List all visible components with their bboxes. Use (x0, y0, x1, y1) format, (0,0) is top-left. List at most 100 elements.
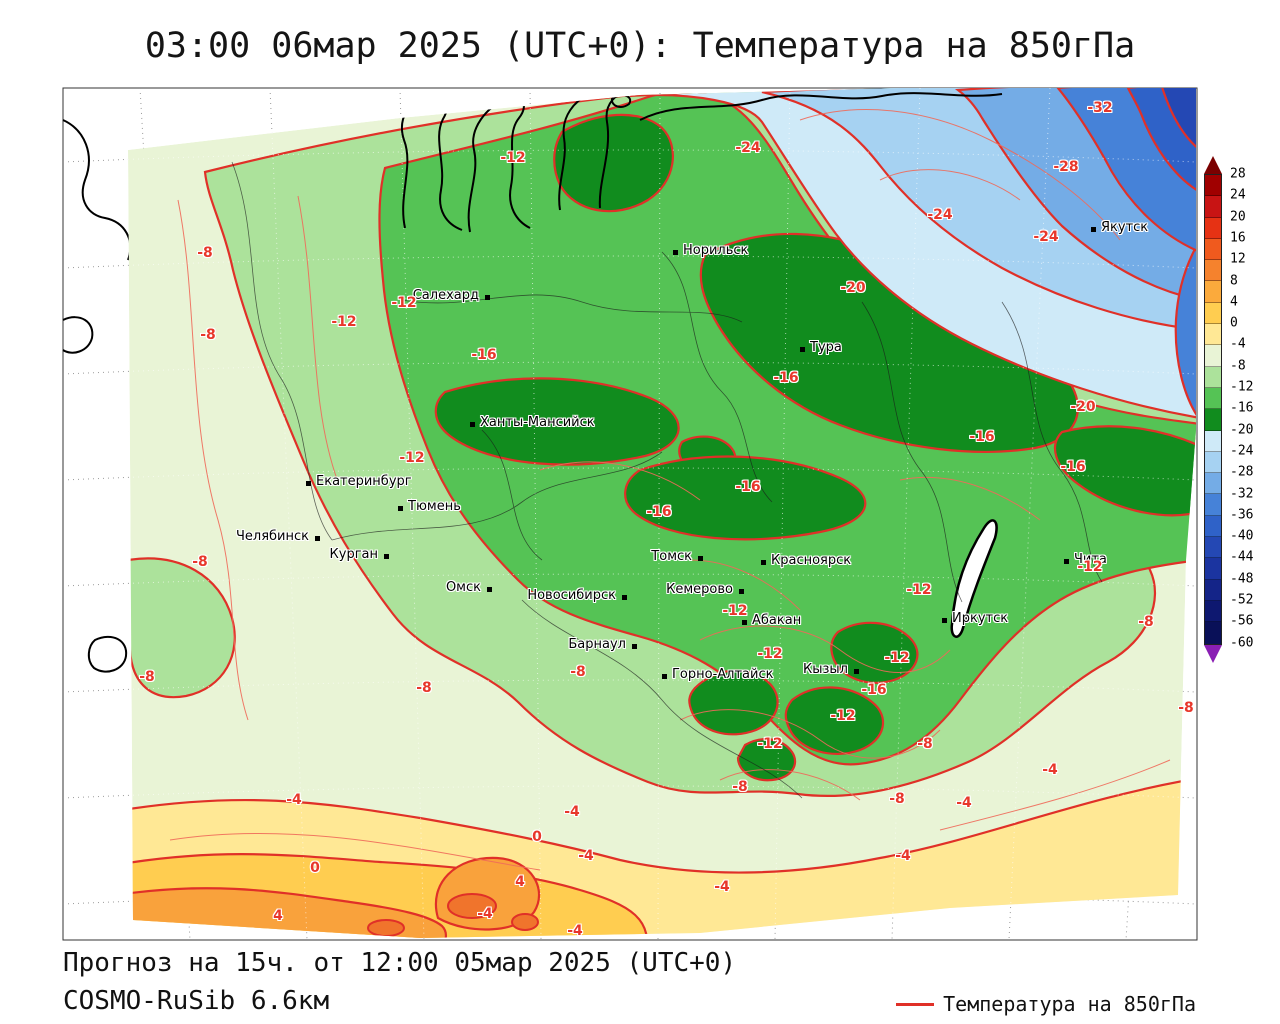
colorbar-tick-label: 4 (1230, 294, 1238, 310)
colorbar-cell (1205, 430, 1221, 452)
contour-label: -24 (1033, 229, 1059, 245)
city-dot-icon (398, 506, 403, 511)
colorbar-tick-label: 24 (1230, 187, 1246, 203)
colorbar-tick-label: 12 (1230, 251, 1246, 267)
colorbar-cell (1205, 302, 1221, 325)
city-label: Кемерово (666, 582, 733, 597)
colorbar-tick-label: -40 (1230, 528, 1254, 544)
colorbar-tick-label: 28 (1230, 166, 1246, 182)
city-label: Якутск (1101, 220, 1149, 235)
page-title: 03:00 06мар 2025 (UTC+0): Температура на… (144, 26, 1136, 66)
colorbar-tick-label: -16 (1230, 400, 1254, 416)
colorbar-tick-label: -8 (1230, 358, 1246, 374)
city-dot-icon (622, 595, 627, 600)
city-label: Барнаул (568, 637, 626, 652)
colorbar-cell (1205, 217, 1221, 239)
colorbar-cells (1204, 174, 1222, 645)
contour-label: -12 (757, 736, 783, 752)
colorbar-cell (1205, 281, 1221, 303)
city-label: Горно-Алтайск (672, 667, 774, 682)
colorbar-cell (1205, 196, 1221, 218)
contour-label: -12 (399, 450, 425, 466)
contour-label: -8 (570, 664, 586, 680)
colorbar-tick-label: -28 (1230, 464, 1254, 480)
city-label: Курган (329, 547, 378, 562)
contour-label: -8 (889, 791, 905, 807)
contour-label: -8 (200, 327, 216, 343)
band-minus16-minus20 (434, 113, 1196, 782)
contour-label: -4 (956, 795, 972, 811)
contour-label: 4 (515, 874, 525, 890)
city-label: Иркутск (952, 611, 1009, 626)
model-info: COSMO-RuSib 6.6км (63, 986, 330, 1016)
city-dot-icon (673, 250, 678, 255)
colorbar-cell (1205, 473, 1221, 495)
city-label: Омск (445, 580, 481, 595)
colorbar-cell (1205, 409, 1221, 431)
legend: Температура на 850гПа (896, 992, 1196, 1016)
city-label: Челябинск (235, 529, 309, 544)
band-minus32-minus36-finger (1174, 236, 1196, 424)
colorbar-tick-label: -4 (1230, 336, 1246, 352)
colorbar-cell (1205, 238, 1221, 261)
colorbar-tick-label: 16 (1230, 230, 1246, 246)
colorbar-tick-label: -56 (1230, 613, 1254, 629)
contour-label: -32 (1087, 100, 1113, 116)
colorbar-tick-label: 20 (1230, 209, 1246, 225)
city-dot-icon (1091, 227, 1096, 232)
contour-label: -4 (714, 879, 730, 895)
contour-label: -12 (331, 314, 357, 330)
city-label: Чита (1074, 552, 1107, 567)
colorbar-cell (1205, 494, 1221, 516)
city-label: Ханты-Мансийск (480, 415, 595, 430)
contour-label: -8 (192, 554, 208, 570)
contour-label: -8 (917, 736, 933, 752)
temperature-field (128, 88, 1196, 938)
band-8-12-spots (367, 893, 539, 937)
contour-label: -12 (884, 650, 910, 666)
contour-label: -12 (722, 603, 748, 619)
city-dot-icon (761, 560, 766, 565)
colorbar-cell (1205, 558, 1221, 580)
colorbar-tick-label: 8 (1230, 273, 1238, 288)
contour-label: -24 (735, 140, 761, 156)
colorbar-tick-label: -44 (1230, 549, 1254, 565)
colorbar-arrow-bottom (1204, 644, 1222, 663)
contour-label: -4 (477, 906, 493, 922)
city-dot-icon (854, 669, 859, 674)
contour-label: -4 (578, 848, 594, 864)
band-minus40-minus44 (1160, 88, 1196, 153)
city-dot-icon (1064, 559, 1069, 564)
contour-label: -4 (567, 923, 583, 939)
city-dot-icon (487, 587, 492, 592)
colorbar-tick-label: -48 (1230, 571, 1254, 587)
city-dot-icon (800, 347, 805, 352)
contour-label: -16 (646, 504, 672, 520)
colorbar-tick-label: -12 (1230, 379, 1254, 395)
colorbar-cell (1205, 451, 1221, 474)
contour-label: -16 (1060, 459, 1086, 475)
contour-label: -12 (906, 582, 932, 598)
contour-label: -8 (416, 680, 432, 696)
city-dot-icon (739, 589, 744, 594)
colorbar-tick-label: -60 (1230, 635, 1254, 651)
colorbar-cell (1205, 366, 1221, 388)
colorbar-tick-label: -20 (1230, 422, 1254, 438)
contour-label: -16 (471, 347, 497, 363)
colorbar-tick-label: -24 (1230, 443, 1254, 459)
contour-label: 4 (273, 908, 283, 924)
contour-label: -4 (286, 792, 302, 808)
city-label: Абакан (752, 613, 802, 628)
city-dot-icon (942, 618, 947, 623)
contour-label: -8 (139, 669, 155, 685)
contour-label: -8 (732, 779, 748, 795)
lake-baikal (950, 519, 998, 638)
city-dot-icon (662, 674, 667, 679)
city-dot-icon (632, 644, 637, 649)
colorbar-cell (1205, 175, 1221, 197)
city-dot-icon (384, 554, 389, 559)
band-minus12-minus16 (378, 90, 1196, 766)
